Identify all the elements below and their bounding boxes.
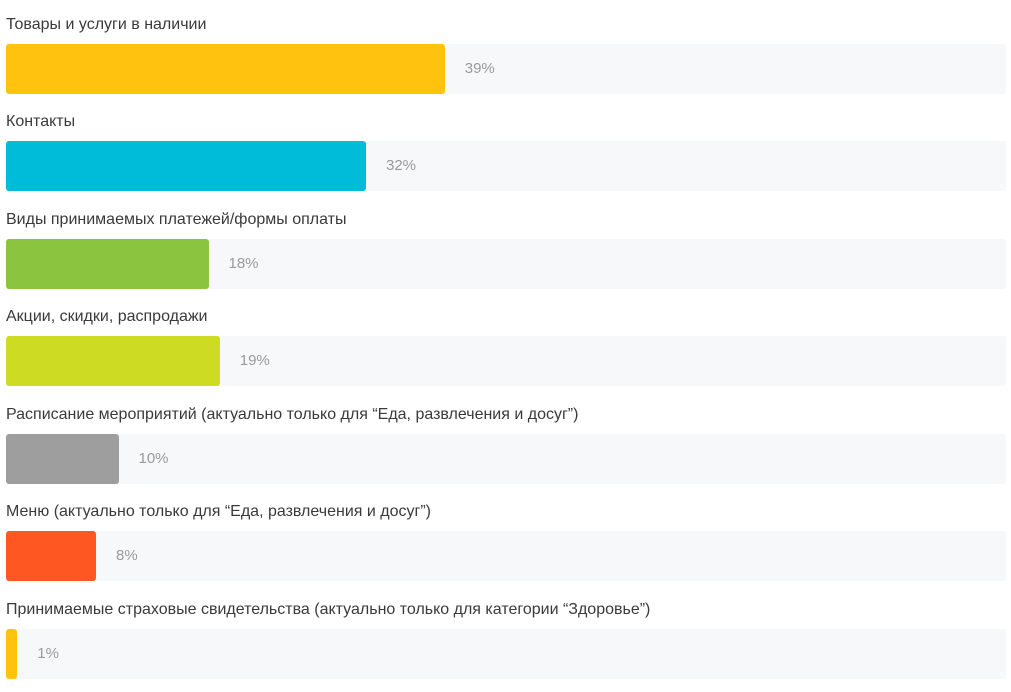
category-label: Акции, скидки, распродажи xyxy=(6,308,208,325)
category-label: Принимаемые страховые свидетельства (акт… xyxy=(6,601,651,618)
value-label: 39% xyxy=(464,60,495,77)
chart-row: Товары и услуги в наличии 39% xyxy=(6,0,1006,94)
value-label: 19% xyxy=(239,352,270,369)
category-label: Меню (актуально только для “Еда, развлеч… xyxy=(6,503,431,520)
chart-row: Принимаемые страховые свидетельства (акт… xyxy=(6,585,1006,679)
bar-track: 39% xyxy=(6,44,1006,94)
bar xyxy=(6,434,119,484)
bar xyxy=(6,629,18,679)
bar xyxy=(6,141,366,191)
chart-row: Расписание мероприятий (актуально только… xyxy=(6,390,1006,484)
bar-track: 32% xyxy=(6,141,1006,191)
bar-track: 19% xyxy=(6,336,1006,386)
bar xyxy=(6,239,209,289)
chart-row: Контакты 32% xyxy=(6,97,1006,191)
bar-track: 10% xyxy=(6,434,1006,484)
category-label: Контакты xyxy=(6,113,76,130)
bar-track: 1% xyxy=(6,629,1006,679)
value-label: 32% xyxy=(386,157,417,174)
category-label: Виды принимаемых платежей/формы оплаты xyxy=(6,211,347,228)
chart-row: Виды принимаемых платежей/формы оплаты 1… xyxy=(6,195,1006,289)
value-label: 10% xyxy=(138,450,169,467)
chart-row: Акции, скидки, распродажи 19% xyxy=(6,292,1006,386)
bar xyxy=(6,44,445,94)
category-label: Товары и услуги в наличии xyxy=(6,16,207,33)
chart-row: Меню (актуально только для “Еда, развлеч… xyxy=(6,487,1006,581)
category-label: Расписание мероприятий (актуально только… xyxy=(6,406,579,423)
value-label: 1% xyxy=(37,645,59,662)
bar-track: 18% xyxy=(6,239,1006,289)
bar xyxy=(6,336,220,386)
value-label: 18% xyxy=(228,255,259,272)
bar xyxy=(6,531,96,581)
value-label: 8% xyxy=(116,547,138,564)
bar-track: 8% xyxy=(6,531,1006,581)
